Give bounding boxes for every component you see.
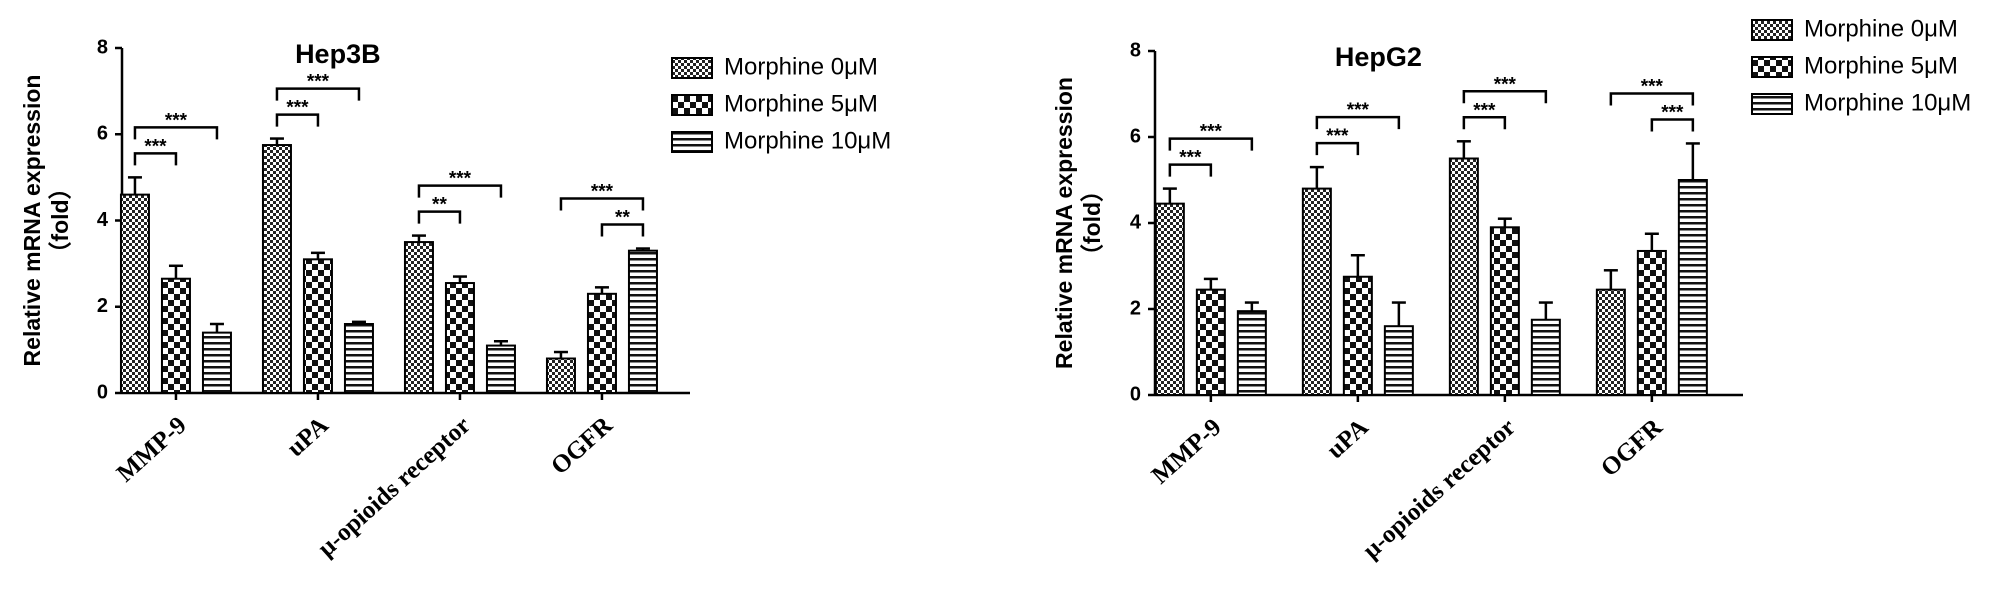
bar bbox=[1383, 325, 1414, 397]
bar bbox=[160, 277, 191, 394]
x-tick-label: μ-opioids receptor bbox=[313, 412, 476, 563]
legend-label: Morphine 5μM bbox=[724, 90, 878, 117]
legend-swatch bbox=[671, 131, 713, 153]
legend-label: Morphine 0μM bbox=[1804, 15, 1958, 42]
y-tick-label: 8 bbox=[97, 36, 108, 58]
significance-bracket bbox=[1609, 92, 1695, 106]
significance-label: *** bbox=[307, 72, 330, 93]
y-tick-label: 6 bbox=[97, 123, 108, 145]
x-tick-label: OGFR bbox=[546, 411, 618, 480]
y-axis-unit: （fold） bbox=[47, 176, 73, 264]
y-tick-label: 8 bbox=[1130, 39, 1141, 61]
y-axis-label: Relative mRNA expression bbox=[19, 75, 45, 367]
bar bbox=[119, 193, 150, 394]
significance-bracket bbox=[417, 184, 503, 198]
y-tick-label: 4 bbox=[1130, 211, 1142, 233]
significance-label: *** bbox=[1179, 148, 1202, 169]
bar bbox=[1195, 288, 1226, 396]
legend-label: Morphine 0μM bbox=[724, 53, 878, 80]
bar bbox=[586, 292, 617, 394]
significance-bracket bbox=[1168, 137, 1254, 151]
x-tick-label: OGFR bbox=[1596, 413, 1668, 482]
y-tick-label: 6 bbox=[1130, 125, 1141, 147]
bar bbox=[1301, 187, 1332, 396]
significance-label: *** bbox=[165, 110, 188, 131]
significance-bracket bbox=[275, 87, 361, 101]
bar bbox=[261, 144, 292, 394]
bar bbox=[444, 282, 475, 394]
x-tick-label: μ-opioids receptor bbox=[1358, 414, 1521, 565]
significance-bracket bbox=[1462, 116, 1507, 130]
x-tick-label: uPA bbox=[282, 412, 334, 462]
bar bbox=[1448, 157, 1479, 396]
significance-label: *** bbox=[286, 98, 309, 119]
legend-swatch bbox=[671, 94, 713, 116]
x-tick-label: MMP-9 bbox=[112, 412, 192, 488]
bar bbox=[1154, 202, 1185, 396]
significance-label: *** bbox=[1494, 74, 1517, 95]
significance-bracket bbox=[417, 210, 462, 224]
significance-label: *** bbox=[1641, 76, 1664, 97]
bar bbox=[1595, 288, 1626, 396]
y-axis-unit: （fold） bbox=[1079, 179, 1105, 267]
bar bbox=[1677, 179, 1708, 396]
bar bbox=[1636, 249, 1667, 396]
y-tick-label: 2 bbox=[1130, 297, 1141, 319]
significance-bracket bbox=[1315, 141, 1360, 156]
bar bbox=[485, 344, 516, 394]
significance-label: *** bbox=[1473, 100, 1496, 121]
significance-label: ** bbox=[432, 195, 447, 216]
legend-swatch bbox=[1751, 56, 1793, 78]
y-tick-label: 0 bbox=[1130, 383, 1141, 405]
bar bbox=[1489, 226, 1520, 396]
y-tick-label: 0 bbox=[97, 381, 108, 403]
bar bbox=[302, 258, 333, 394]
legend-label: Morphine 5μM bbox=[1804, 52, 1958, 79]
y-axis-label: Relative mRNA expression bbox=[1051, 77, 1077, 369]
significance-bracket bbox=[1650, 118, 1695, 132]
significance-bracket bbox=[275, 113, 320, 127]
x-tick-label: MMP-9 bbox=[1147, 414, 1227, 490]
bar bbox=[201, 331, 232, 394]
chart-title: HepG2 bbox=[1335, 42, 1422, 72]
bar bbox=[1236, 310, 1267, 396]
legend-swatch bbox=[1751, 93, 1793, 115]
significance-bracket bbox=[559, 197, 645, 211]
significance-bracket bbox=[1168, 163, 1213, 177]
bar bbox=[1530, 318, 1561, 396]
significance-bracket bbox=[1462, 90, 1548, 104]
bar bbox=[545, 357, 576, 394]
bar bbox=[343, 323, 374, 394]
legend-swatch bbox=[1751, 19, 1793, 41]
significance-label: *** bbox=[1347, 100, 1370, 121]
significance-label: *** bbox=[1661, 102, 1684, 123]
bar bbox=[403, 241, 434, 394]
bar bbox=[1342, 275, 1373, 396]
significance-label: *** bbox=[1326, 126, 1349, 147]
significance-label: *** bbox=[449, 169, 472, 190]
significance-bracket bbox=[133, 126, 219, 140]
significance-bracket bbox=[600, 223, 645, 237]
significance-bracket bbox=[1315, 115, 1401, 130]
significance-label: *** bbox=[591, 182, 614, 203]
legend-label: Morphine 10μM bbox=[1804, 89, 1971, 116]
significance-bracket bbox=[133, 152, 178, 166]
significance-label: *** bbox=[1200, 122, 1223, 143]
y-tick-label: 4 bbox=[97, 209, 109, 231]
bar bbox=[627, 249, 658, 394]
significance-label: *** bbox=[144, 136, 167, 157]
x-tick-label: uPA bbox=[1322, 414, 1374, 464]
legend-label: Morphine 10μM bbox=[724, 127, 891, 154]
y-tick-label: 2 bbox=[97, 295, 108, 317]
significance-label: ** bbox=[615, 208, 630, 229]
chart-title: Hep3B bbox=[295, 39, 381, 69]
legend-swatch bbox=[671, 57, 713, 79]
